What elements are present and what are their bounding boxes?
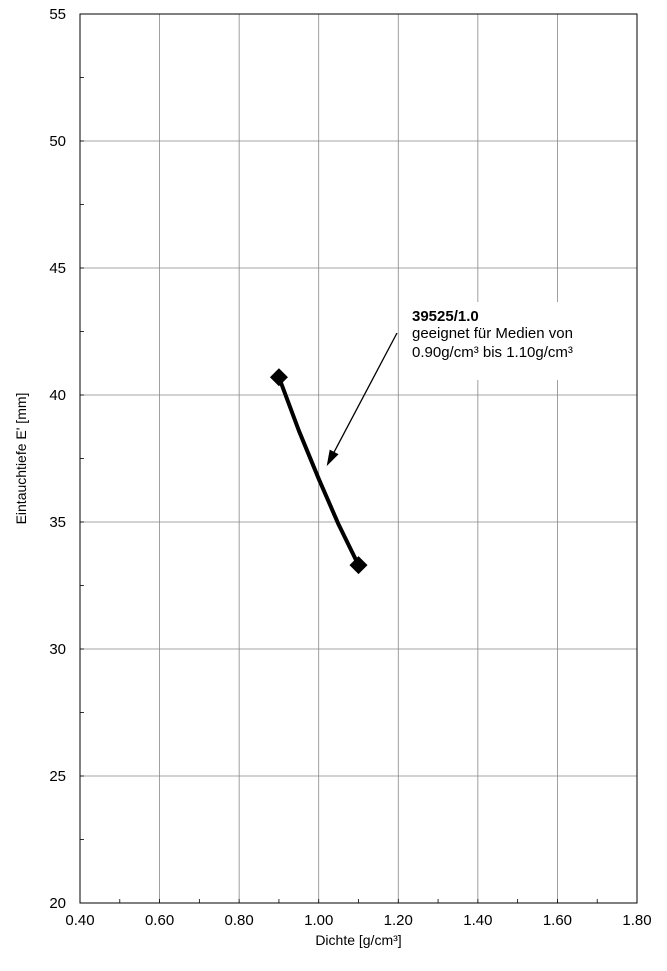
y-tick-label: 35: [49, 514, 66, 531]
y-tick-label: 25: [49, 768, 66, 785]
series-layer: [269, 368, 368, 575]
y-tick-labels: 20 25 30 35 40 45 50 55: [49, 6, 66, 912]
annotation-arrow: [332, 332, 398, 456]
x-tick-label: 1.40: [463, 912, 492, 929]
x-tick-label: 0.60: [145, 912, 174, 929]
x-tick-label: 0.40: [65, 912, 94, 929]
minor-ticks: [79, 13, 638, 904]
y-tick-label: 20: [49, 895, 66, 912]
annotation-background: [402, 302, 628, 380]
x-tick-label: 1.00: [304, 912, 333, 929]
annotation-box: 39525/1.0 geeignet für Medien von 0.90g/…: [402, 302, 628, 380]
y-axis-label: Eintauchtiefe E' [mm]: [13, 393, 29, 525]
data-point-marker: [349, 556, 368, 575]
x-tick-label: 1.20: [384, 912, 413, 929]
annotation-line-3: 0.90g/cm³ bis 1.10g/cm³: [412, 344, 573, 361]
series-line: [276, 375, 361, 568]
y-tick-label: 55: [49, 6, 66, 23]
data-point-marker: [269, 368, 288, 387]
y-tick-label: 45: [49, 260, 66, 277]
x-tick-label: 1.60: [543, 912, 572, 929]
y-tick-label: 50: [49, 133, 66, 150]
plot-frame: [79, 13, 638, 904]
x-tick-label: 1.80: [622, 912, 651, 929]
x-axis-label: Dichte [g/cm³]: [315, 932, 401, 948]
x-tick-labels: 0.40 0.60 0.80 1.00 1.20 1.40 1.60 1.80: [65, 912, 651, 929]
y-tick-label: 30: [49, 641, 66, 658]
grid-lines: [80, 14, 637, 903]
annotation-line-2: geeignet für Medien von: [412, 325, 573, 342]
y-tick-label: 40: [49, 387, 66, 404]
x-tick-label: 0.80: [225, 912, 254, 929]
annotation-arrow-head: [326, 449, 339, 467]
annotation-title: 39525/1.0: [412, 308, 479, 325]
